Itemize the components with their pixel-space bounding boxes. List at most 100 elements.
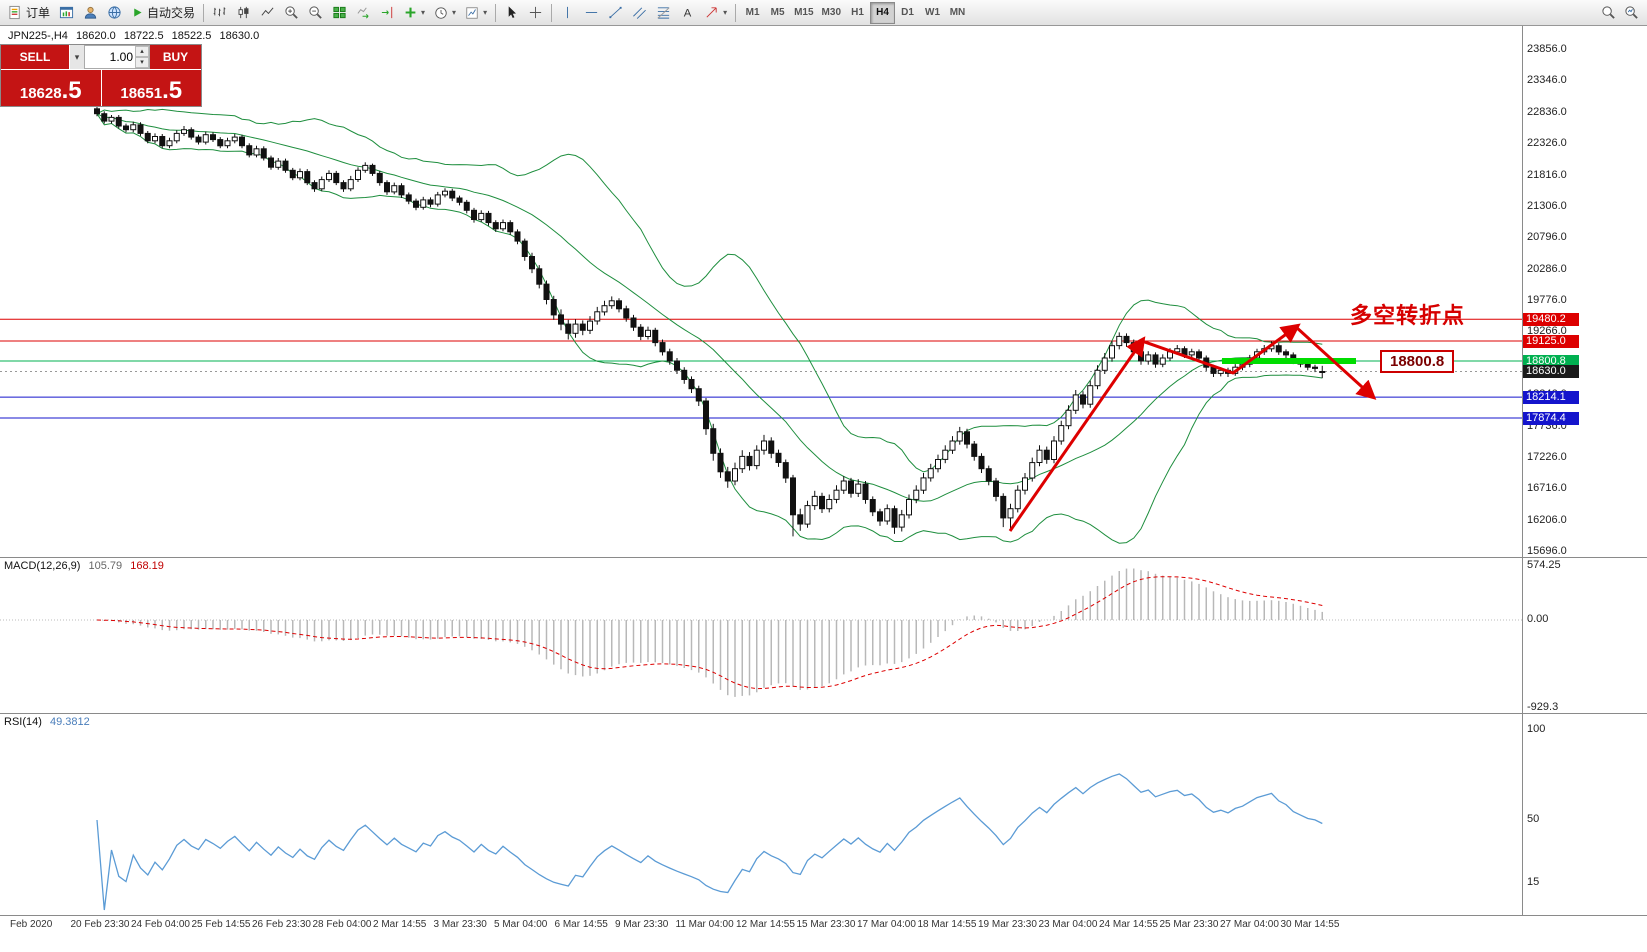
- price-axis-label: 22836.0: [1527, 105, 1567, 118]
- price-level-tag[interactable]: 18800.8: [1523, 354, 1579, 368]
- indicators-plus-icon: [405, 7, 416, 18]
- macd-name: MACD(12,26,9): [4, 560, 81, 572]
- volume-input[interactable]: [85, 46, 135, 68]
- time-axis-label: 9 Mar 23:30: [615, 919, 669, 930]
- zoom-out-icon: [309, 6, 322, 19]
- time-axis-label: 24 Feb 04:00: [131, 919, 190, 930]
- zoom-in-button[interactable]: [280, 2, 303, 24]
- time-axis-label: 11 Mar 04:00: [675, 919, 734, 930]
- chart-window-button[interactable]: [55, 2, 78, 24]
- chart-shift-button[interactable]: [376, 2, 399, 24]
- rsi-layer: [96, 773, 1323, 911]
- time-axis-label: 17 Mar 04:00: [857, 919, 916, 930]
- magnifier-chart-button[interactable]: [1620, 2, 1643, 24]
- sell-button[interactable]: SELL: [1, 45, 69, 69]
- price-level-tag[interactable]: 19480.2: [1523, 312, 1579, 326]
- price-level-tag[interactable]: 18630.0: [1523, 365, 1579, 378]
- bar-chart-button[interactable]: [208, 2, 231, 24]
- timeframe-h4[interactable]: H4: [870, 1, 895, 24]
- toolbar-right-group: [1597, 2, 1643, 24]
- price-level-tag[interactable]: 19125.0: [1523, 334, 1579, 348]
- tile-windows-button[interactable]: [328, 2, 351, 24]
- timeframe-w1[interactable]: W1: [920, 2, 945, 24]
- text-icon: A: [684, 7, 692, 19]
- price-axis-label: 15696.0: [1527, 545, 1567, 557]
- trend-arrow-down: [1294, 325, 1377, 400]
- indicators-button[interactable]: ▾: [400, 2, 429, 24]
- shapes-button[interactable]: ▾: [700, 2, 731, 24]
- volume-down-button[interactable]: ▾: [135, 57, 149, 68]
- rsi-axis-label: 15: [1527, 876, 1540, 888]
- symbol-name: JPN225-,H4: [8, 30, 68, 42]
- timeframe-h1[interactable]: H1: [845, 2, 870, 24]
- price-level-tag[interactable]: 17874.4: [1523, 411, 1579, 425]
- macd-axis-label: 574.25: [1527, 558, 1561, 571]
- tile-windows-icon: [333, 6, 346, 19]
- horizontal-line-button[interactable]: [580, 2, 603, 24]
- auto-trading-button[interactable]: 自动交易: [127, 2, 199, 24]
- toolbar-separator: [495, 3, 497, 22]
- globe-icon: [108, 6, 121, 19]
- channel-button[interactable]: [628, 2, 651, 24]
- time-axis[interactable]: Feb 2020 20 Feb 23:30 24 Feb 04:00 25 Feb 1…: [0, 919, 1522, 935]
- price-axis-label: 17226.0: [1527, 450, 1567, 463]
- price-level-tag[interactable]: 18214.1: [1523, 390, 1579, 404]
- text-tool-button[interactable]: A: [676, 2, 699, 24]
- buy-price[interactable]: 18651 .5: [102, 70, 202, 106]
- rsi-name: RSI(14): [4, 716, 42, 728]
- fibonacci-button[interactable]: [652, 2, 675, 24]
- time-axis-label: 5 Mar 04:00: [494, 919, 548, 930]
- cursor-button[interactable]: [500, 2, 523, 24]
- one-click-trading-panel: SELL ▾ ▴ ▾ BUY 18628 .5 18651 .5: [0, 44, 202, 107]
- new-order-icon: [9, 5, 20, 20]
- rsi-indicator-label: RSI(14) 49.3812: [4, 716, 95, 728]
- templates-button[interactable]: ▾: [461, 2, 491, 24]
- price-divider: [100, 70, 102, 106]
- svg-text:A: A: [684, 7, 692, 19]
- crosshair-button[interactable]: [524, 2, 547, 24]
- sell-price-main: 18628: [19, 85, 62, 102]
- timeframe-m15[interactable]: M15: [790, 2, 817, 24]
- trendline-button[interactable]: [604, 2, 627, 24]
- support-zone-highlight: [1222, 358, 1356, 364]
- price-axis-label: 19776.0: [1527, 294, 1567, 306]
- ohlc-open: 18620.0: [75, 30, 116, 42]
- timeframe-mn[interactable]: MN: [945, 2, 970, 24]
- periods-button[interactable]: ▾: [430, 2, 460, 24]
- zoom-out-button[interactable]: [304, 2, 327, 24]
- chevron-down-icon: ▾: [483, 8, 488, 17]
- time-axis-label: 25 Mar 23:30: [1159, 919, 1219, 930]
- sell-price[interactable]: 18628 .5: [1, 70, 101, 106]
- timeframe-group: M1 M5 M15 M30 H1 H4 D1 W1 MN: [740, 1, 970, 24]
- template-icon: [466, 6, 478, 19]
- toolbar-separator: [203, 3, 205, 22]
- time-axis-label: 18 Mar 14:55: [917, 919, 977, 930]
- timeframe-m1[interactable]: M1: [740, 2, 765, 24]
- buy-button[interactable]: BUY: [150, 45, 201, 69]
- timeframe-m5[interactable]: M5: [765, 2, 790, 24]
- volume-stepper: ▴ ▾: [84, 45, 150, 69]
- auto-scroll-button[interactable]: [352, 2, 375, 24]
- timeframe-d1[interactable]: D1: [895, 2, 920, 24]
- vertical-line-button[interactable]: [556, 2, 579, 24]
- price-callout-box[interactable]: 18800.8: [1380, 350, 1455, 373]
- price-axis-label: 21306.0: [1527, 199, 1567, 212]
- time-axis-label: 3 Mar 23:30: [433, 919, 487, 930]
- timeframe-m30[interactable]: M30: [818, 2, 845, 24]
- trade-panel-controls: SELL ▾ ▴ ▾ BUY: [1, 45, 201, 69]
- main-chart-layer: [0, 105, 1522, 544]
- auto-trading-label: 自动交易: [147, 6, 196, 20]
- candlestick-chart-button[interactable]: [232, 2, 255, 24]
- search-button[interactable]: [1597, 2, 1620, 24]
- volume-up-button[interactable]: ▴: [135, 46, 149, 57]
- community-button[interactable]: [103, 2, 126, 24]
- ohlc-high: 18722.5: [123, 30, 164, 42]
- new-order-button[interactable]: 订单: [4, 2, 54, 24]
- profile-button[interactable]: [79, 2, 102, 24]
- volume-dropdown-button[interactable]: ▾: [69, 45, 84, 69]
- time-axis-label: 6 Mar 14:55: [554, 919, 608, 930]
- trendline-icon: [609, 6, 622, 19]
- line-chart-button[interactable]: [256, 2, 279, 24]
- time-axis-label: 26 Feb 23:30: [252, 919, 311, 930]
